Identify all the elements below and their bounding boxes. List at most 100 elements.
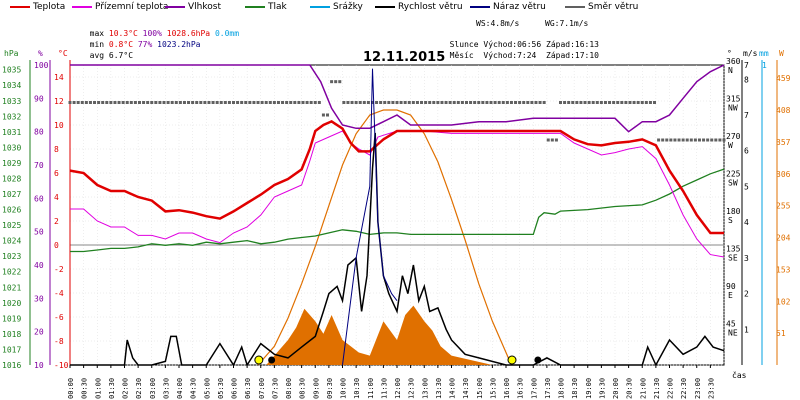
wind-direction-mark: [542, 101, 546, 104]
wind-direction-mark: [68, 101, 72, 104]
wind-direction-mark: [550, 138, 554, 142]
legend-swatch: [10, 5, 30, 8]
wind-direction-mark: [665, 138, 669, 142]
percent-tick-label: 80: [34, 128, 44, 137]
x-tick-label: 22:30: [680, 378, 688, 399]
percent-tick-label: 20: [34, 328, 44, 337]
legend-item: Přízemní teplota: [72, 2, 168, 12]
wind-direction-mark: [648, 101, 652, 104]
wind-direction-mark: [387, 101, 391, 104]
mm-axis-label: mm: [759, 49, 769, 58]
series-wind-gust: [342, 68, 398, 366]
x-tick-label: 10:30: [353, 378, 361, 399]
ms-tick-label: 5: [744, 182, 749, 191]
wind-direction-mark: [117, 101, 121, 104]
legend-item: Náraz větru: [470, 2, 546, 12]
x-tick-label: 15:30: [489, 378, 497, 399]
wm2-tick-label: 408: [776, 106, 791, 115]
legend-swatch: [310, 5, 330, 8]
wind-direction-mark: [289, 101, 293, 104]
wind-direction-mark: [150, 101, 154, 104]
wind-direction-mark: [137, 101, 141, 104]
legend-item: Vlhkost: [165, 2, 221, 12]
x-tick-label: 13:00: [421, 378, 429, 399]
wm2-tick-label: 357: [776, 138, 791, 147]
percent-tick-label: 60: [34, 194, 44, 203]
wind-direction-mark: [240, 101, 244, 104]
wind-direction-mark: [211, 101, 215, 104]
x-tick-label: 01:00: [94, 378, 102, 399]
percent-tick-label: 50: [34, 228, 44, 237]
x-tick-label: 18:00: [558, 378, 566, 399]
wind-direction-mark: [628, 101, 632, 104]
wind-direction-mark: [464, 101, 468, 104]
direction-tick-label: 270: [726, 132, 741, 141]
x-tick-label: 05:30: [217, 378, 225, 399]
legend-item: Rychlost větru: [375, 2, 463, 12]
x-tick-label: 20:00: [612, 378, 620, 399]
x-tick-label: 12:30: [408, 378, 416, 399]
wind-direction-mark: [109, 101, 113, 104]
percent-tick-label: 30: [34, 294, 44, 303]
direction-tick-dir: W: [728, 141, 733, 150]
wind-direction-mark: [191, 101, 195, 104]
wm2-tick-label: 459: [776, 74, 791, 83]
wind-direction-mark: [489, 101, 493, 104]
x-tick-label: 22:00: [667, 378, 675, 399]
wind-direction-mark: [244, 101, 248, 104]
wind-direction-mark: [714, 138, 718, 142]
wind-direction-mark: [497, 101, 501, 104]
wind-direction-mark: [415, 101, 419, 104]
hpa-tick-label: 1020: [2, 299, 21, 308]
moon-info: Měsíc Východ:7:24 Západ:17:10: [449, 51, 599, 60]
wind-direction-mark: [358, 101, 362, 104]
x-tick-label: 14:00: [449, 378, 457, 399]
wind-direction-mark: [669, 138, 673, 142]
wind-direction-mark: [313, 101, 317, 104]
direction-tick-dir: N: [728, 66, 733, 75]
x-tick-label: 03:30: [162, 378, 170, 399]
wind-direction-mark: [436, 101, 440, 104]
wind-direction-mark: [219, 101, 223, 104]
ms-tick-label: 2: [744, 290, 749, 299]
hpa-tick-label: 1028: [2, 174, 21, 183]
x-tick-label: 01:30: [108, 378, 116, 399]
sun-info: Slunce Východ:06:56 Západ:16:13: [449, 40, 599, 49]
wind-direction-mark: [154, 101, 158, 104]
hpa-tick-label: 1027: [2, 190, 21, 199]
wind-direction-mark: [473, 101, 477, 104]
wind-direction-mark: [236, 101, 240, 104]
x-tick-label: 08:30: [299, 378, 307, 399]
wind-direction-mark: [444, 101, 448, 104]
wind-direction-mark: [608, 101, 612, 104]
ms-tick-label: 8: [744, 75, 749, 84]
wind-direction-mark: [260, 101, 264, 104]
direction-tick-dir: NE: [728, 329, 738, 338]
wind-direction-mark: [477, 101, 481, 104]
x-tick-label: 09:00: [312, 378, 320, 399]
legend-item: Srážky: [310, 2, 363, 12]
x-tick-label: 02:00: [122, 378, 130, 399]
x-tick-label: 13:30: [435, 378, 443, 399]
wind-direction-mark: [514, 101, 518, 104]
celsius-tick-label: -6: [54, 313, 64, 322]
wind-direction-mark: [80, 101, 84, 104]
wind-direction-mark: [534, 101, 538, 104]
wm2-tick-label: 153: [776, 265, 791, 274]
x-tick-label: 07:30: [271, 378, 279, 399]
wind-direction-mark: [326, 113, 330, 117]
wm2-tick-label: 306: [776, 170, 791, 179]
series-humidity: [70, 64, 725, 133]
direction-tick-dir: S: [728, 216, 733, 225]
direction-tick-label: 90: [726, 282, 736, 291]
wind-direction-mark: [215, 101, 219, 104]
wind-direction-mark: [518, 101, 522, 104]
stats-avg: avg 6.7°C: [89, 51, 134, 60]
wind-direction-mark: [632, 101, 636, 104]
wind-direction-mark: [485, 101, 489, 104]
sunrise-marker: [254, 355, 264, 365]
x-tick-label: 19:30: [598, 378, 606, 399]
hpa-tick-label: 1035: [2, 66, 21, 75]
wind-direction-mark: [232, 101, 235, 104]
